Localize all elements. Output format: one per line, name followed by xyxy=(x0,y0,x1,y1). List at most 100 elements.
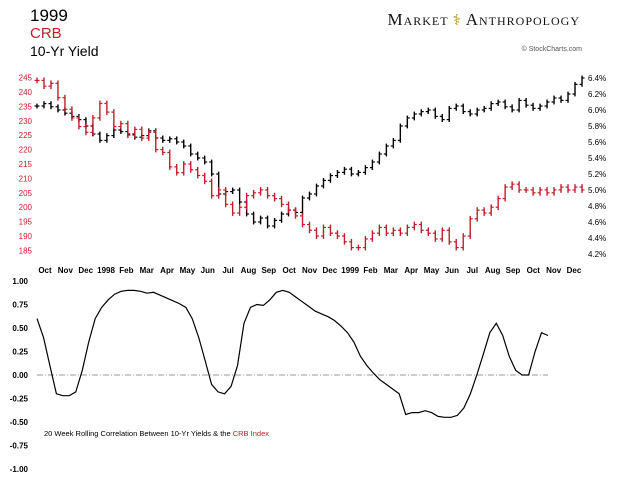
yield-bar xyxy=(460,103,466,114)
yield-bar xyxy=(516,98,522,113)
yield-axis-tick-label: 5.6% xyxy=(588,138,606,147)
x-axis-tick-label: Nov xyxy=(302,266,318,275)
crb-axis-tick-label: 225 xyxy=(19,131,33,140)
yield-bar xyxy=(251,211,257,225)
yield-bar xyxy=(432,107,438,119)
yield-bar xyxy=(565,91,571,103)
yield-bar xyxy=(537,103,543,111)
crb-bar xyxy=(279,195,285,208)
yield-bar xyxy=(48,101,54,110)
yield-bar xyxy=(195,151,201,161)
crb-bar xyxy=(523,187,529,193)
yield-bar xyxy=(418,109,424,117)
crb-bar xyxy=(460,233,466,251)
crb-bar xyxy=(467,215,473,239)
crb-bar xyxy=(69,106,75,121)
yield-bar xyxy=(265,215,271,229)
crb-bar xyxy=(286,201,292,213)
crb-bar xyxy=(404,224,410,237)
crb-bar xyxy=(418,221,424,234)
x-axis-tick-label: Oct xyxy=(38,266,52,275)
x-axis-tick-label: Feb xyxy=(119,266,133,275)
x-axis-tick-label: Dec xyxy=(323,266,338,275)
correlation-axis-tick-label: 0.25 xyxy=(12,348,28,357)
crb-bar xyxy=(83,123,89,136)
correlation-axis-tick-label: -0.75 xyxy=(10,442,29,451)
crb-bar xyxy=(97,100,103,121)
yield-axis-tick-label: 6.4% xyxy=(588,74,606,83)
crb-bar xyxy=(174,164,180,176)
yield-bar xyxy=(307,191,312,201)
yield-bar xyxy=(544,99,550,109)
yield-bar xyxy=(237,187,243,205)
x-axis-tick-label: 1999 xyxy=(341,266,359,275)
crb-bar xyxy=(432,230,438,242)
crb-axis-tick-label: 230 xyxy=(19,117,33,126)
yield-bar xyxy=(174,136,180,145)
x-axis-tick-label: Jun xyxy=(201,266,215,275)
yield-bar xyxy=(258,215,264,225)
yield-bar xyxy=(167,136,173,143)
crb-bar xyxy=(453,238,459,251)
x-axis-tick-label: Jul xyxy=(222,266,234,275)
yield-bar xyxy=(160,135,166,143)
crb-bar xyxy=(300,213,306,228)
correlation-axis-tick-label: 0.50 xyxy=(12,324,28,333)
correlation-line xyxy=(36,289,549,418)
crb-bar xyxy=(265,187,271,199)
x-axis-tick-label: Sep xyxy=(506,266,521,275)
chart-title-crb: CRB xyxy=(30,25,62,42)
yield-bar xyxy=(334,170,340,178)
yield-bar xyxy=(558,95,564,103)
yield-bar xyxy=(376,151,382,165)
crb-bar xyxy=(313,227,319,239)
crb-bar xyxy=(251,189,257,199)
crb-bar xyxy=(307,221,312,234)
crb-bar xyxy=(230,201,236,216)
crb-bar xyxy=(111,109,117,130)
crb-bar xyxy=(48,80,54,90)
yield-bar xyxy=(341,166,347,175)
yield-axis-tick-label: 5.8% xyxy=(588,122,606,131)
yield-bar xyxy=(300,195,306,215)
crb-bar xyxy=(495,195,501,211)
yield-bar xyxy=(467,109,473,117)
crb-bar xyxy=(41,77,47,90)
crb-bar xyxy=(362,236,368,251)
correlation-annotation-text: 20 Week Rolling Correlation Between 10-Y… xyxy=(44,429,233,438)
brand-right: Anthropology xyxy=(465,10,580,29)
yield-bar xyxy=(411,111,417,121)
x-axis-tick-label: Apr xyxy=(160,266,174,275)
yield-bar xyxy=(209,159,215,177)
crb-bar xyxy=(341,233,347,245)
crb-bar xyxy=(565,184,571,193)
yield-axis-tick-label: 6.0% xyxy=(588,106,606,115)
yield-bar xyxy=(362,165,368,175)
crb-bar xyxy=(216,187,222,199)
crb-bar xyxy=(516,181,522,193)
yield-axis-tick-label: 4.4% xyxy=(588,234,606,243)
crb-bar xyxy=(90,115,96,136)
yield-bar xyxy=(355,170,361,177)
yield-bar xyxy=(97,131,103,143)
yield-axis-tick-label: 4.6% xyxy=(588,218,606,227)
x-axis-tick-label: May xyxy=(424,266,440,275)
yield-bar xyxy=(34,103,40,109)
x-axis-tick-label: Jul xyxy=(466,266,478,275)
crb-bar xyxy=(195,166,201,179)
crb-bar xyxy=(258,187,264,196)
crb-bar xyxy=(390,227,396,237)
yield-bar xyxy=(313,183,319,197)
crb-bar xyxy=(376,224,382,237)
crb-bar xyxy=(139,126,145,141)
crb-bar xyxy=(55,80,61,101)
yield-bar xyxy=(474,107,480,117)
crb-bar xyxy=(411,221,417,231)
crb-bar xyxy=(355,244,361,251)
crb-bar xyxy=(481,207,487,216)
x-axis-tick-label: Nov xyxy=(58,266,74,275)
brand-logo: Market ⚕ Anthropology xyxy=(387,10,580,30)
yield-axis-tick-label: 5.4% xyxy=(588,154,606,163)
crb-bar xyxy=(132,126,138,139)
